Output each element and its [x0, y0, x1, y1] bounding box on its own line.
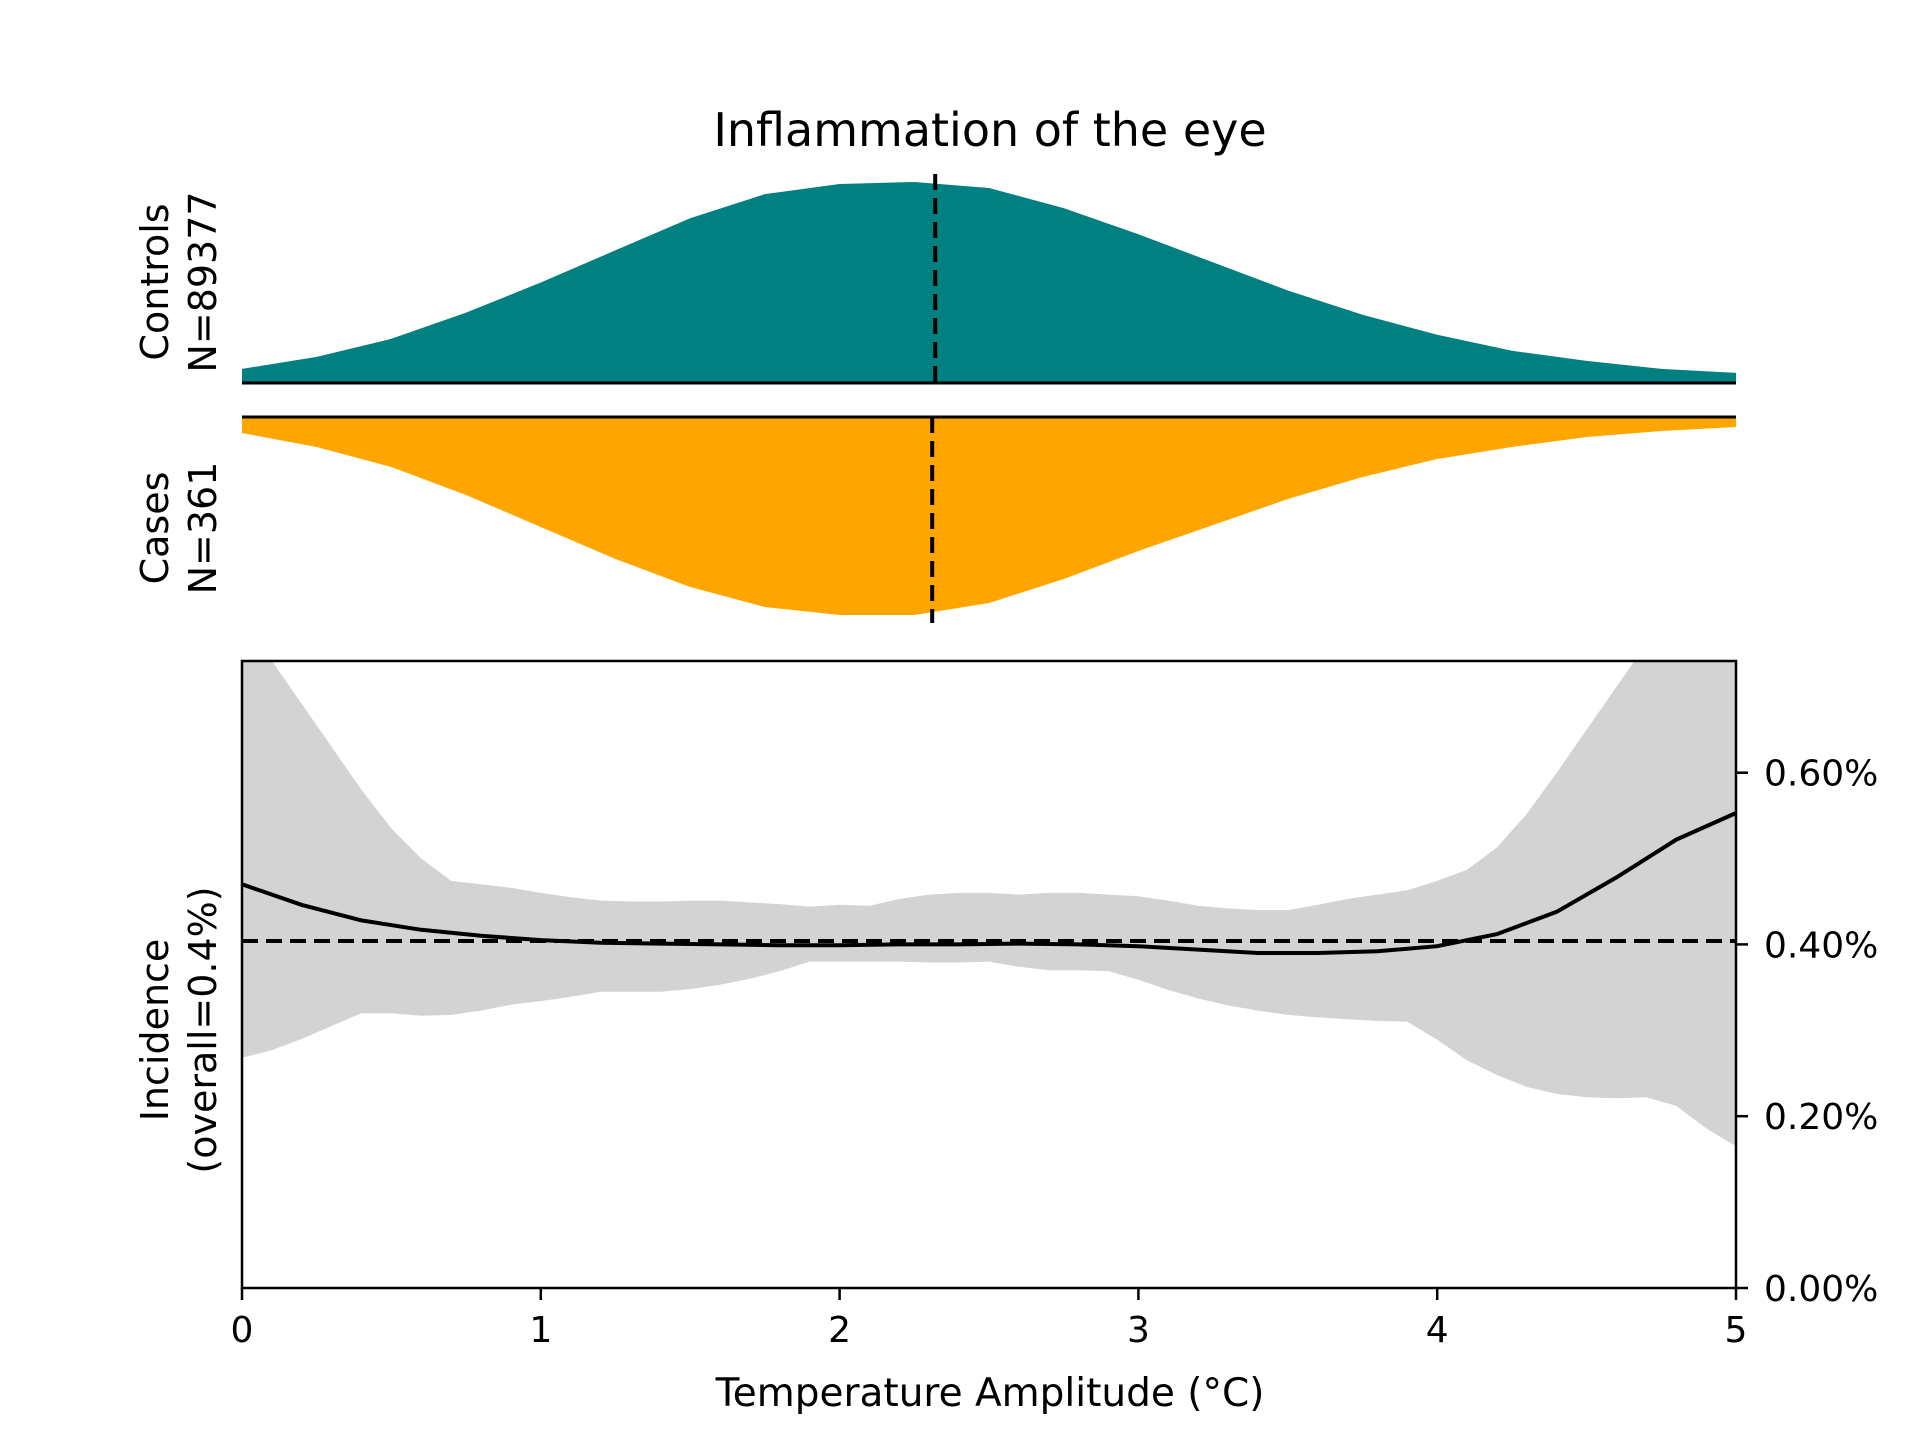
- confidence-band: [242, 661, 1736, 1147]
- y-tick-label: 0.20%: [1764, 1097, 1878, 1138]
- incidence-panel: 0 1 2 3 4 5 0.00% 0.20% 0.40% 0.60% Incidence (o…: [133, 659, 1878, 1416]
- incidence-axes-frame: [240, 659, 1738, 1290]
- cases-label: Cases: [133, 472, 177, 585]
- cases-density-area: [242, 417, 1736, 615]
- x-tick-label: 3: [1127, 1310, 1150, 1351]
- x-tick-label: 0: [231, 1310, 254, 1351]
- y-tick-label: 0.00%: [1764, 1269, 1878, 1310]
- controls-label: Controls: [133, 203, 177, 360]
- cases-panel: Cases N=361: [133, 415, 1736, 623]
- cases-count: N=361: [181, 462, 225, 595]
- y-tick-label: 0.60%: [1764, 754, 1878, 795]
- incidence-estimate-line: [242, 811, 1736, 955]
- incidence-label: Incidence: [133, 939, 177, 1122]
- chart-title: Inflammation of the eye: [713, 103, 1266, 157]
- x-tick-label: 1: [529, 1310, 552, 1351]
- x-axis-ticks: 0 1 2 3 4 5: [231, 1288, 1748, 1351]
- incidence-sublabel: (overall=0.4%): [181, 886, 225, 1173]
- x-tick-label: 4: [1426, 1310, 1449, 1351]
- x-tick-label: 2: [828, 1310, 851, 1351]
- y-tick-label: 0.40%: [1764, 925, 1878, 966]
- x-axis-label: Temperature Amplitude (°C): [715, 1371, 1265, 1416]
- controls-panel: Controls N=89377: [133, 174, 1736, 385]
- controls-count: N=89377: [181, 191, 225, 372]
- y-axis-ticks: 0.00% 0.20% 0.40% 0.60%: [1736, 754, 1878, 1310]
- x-tick-label: 5: [1725, 1310, 1748, 1351]
- controls-density-area: [242, 182, 1736, 383]
